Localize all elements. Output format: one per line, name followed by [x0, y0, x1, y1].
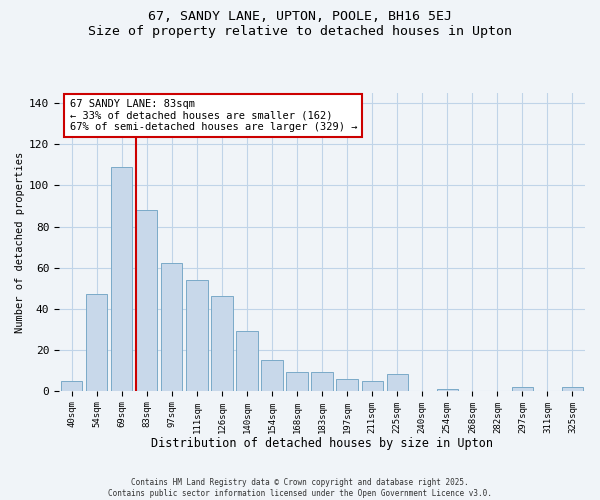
- Bar: [186, 280, 208, 391]
- X-axis label: Distribution of detached houses by size in Upton: Distribution of detached houses by size …: [151, 437, 493, 450]
- Bar: [286, 372, 308, 391]
- Bar: [86, 294, 107, 391]
- Bar: [362, 380, 383, 391]
- Bar: [512, 387, 533, 391]
- Bar: [262, 360, 283, 391]
- Bar: [161, 264, 182, 391]
- Bar: [437, 389, 458, 391]
- Text: Contains HM Land Registry data © Crown copyright and database right 2025.
Contai: Contains HM Land Registry data © Crown c…: [108, 478, 492, 498]
- Bar: [236, 332, 257, 391]
- Bar: [337, 378, 358, 391]
- Y-axis label: Number of detached properties: Number of detached properties: [15, 152, 25, 332]
- Bar: [136, 210, 157, 391]
- Text: 67, SANDY LANE, UPTON, POOLE, BH16 5EJ
Size of property relative to detached hou: 67, SANDY LANE, UPTON, POOLE, BH16 5EJ S…: [88, 10, 512, 38]
- Bar: [111, 167, 133, 391]
- Bar: [211, 296, 233, 391]
- Text: 67 SANDY LANE: 83sqm
← 33% of detached houses are smaller (162)
67% of semi-deta: 67 SANDY LANE: 83sqm ← 33% of detached h…: [70, 99, 357, 132]
- Bar: [311, 372, 333, 391]
- Bar: [386, 374, 408, 391]
- Bar: [562, 387, 583, 391]
- Bar: [61, 380, 82, 391]
